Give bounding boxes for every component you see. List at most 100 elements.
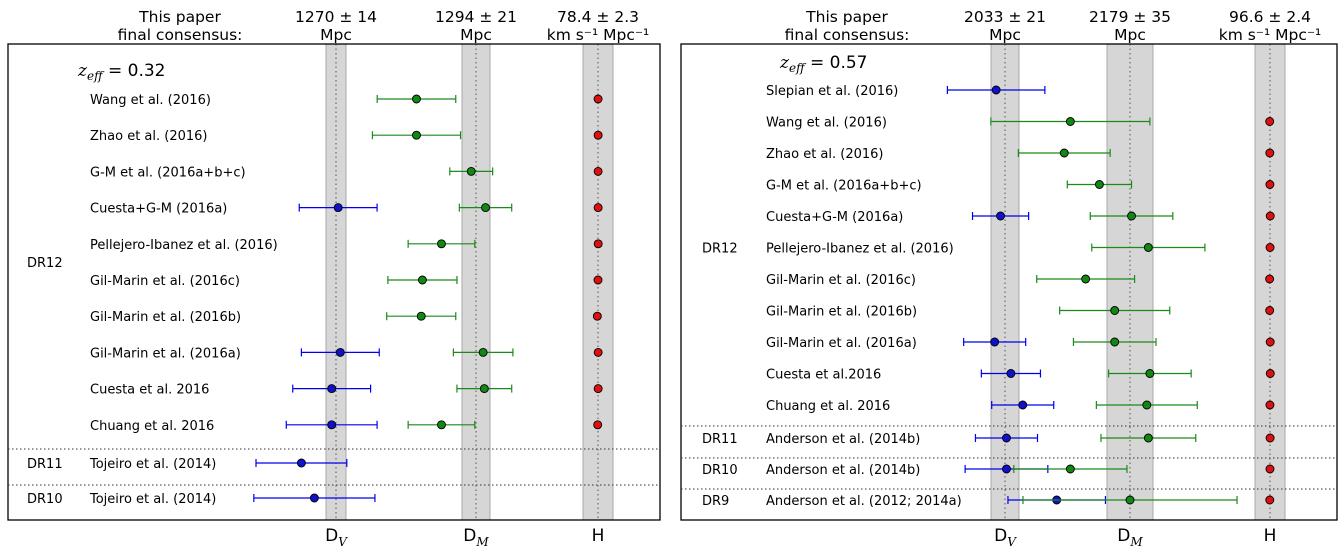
errorbar-dv (974, 433, 1039, 443)
errorbar-dv (255, 458, 348, 468)
data-point-h (593, 203, 603, 213)
errorbar-h (593, 203, 603, 213)
errorbar-dv (963, 337, 1027, 347)
errorbar-h (593, 420, 603, 430)
data-point-dv (1018, 400, 1028, 410)
consensus-band-dv (990, 43, 1020, 521)
errorbar-dv (991, 400, 1055, 410)
data-point-dm (1094, 180, 1104, 189)
data-point-dv (309, 493, 319, 503)
errorbar-dm (376, 94, 457, 104)
errorbar-dm (1091, 243, 1206, 252)
data-point-h (593, 130, 603, 140)
row-label: Tojeiro et al. (2014) (89, 492, 216, 507)
row-label: Tojeiro et al. (2014) (89, 457, 216, 472)
errorbar-dm (1072, 337, 1157, 347)
row-label: Wang et al. (2016) (90, 93, 211, 108)
errorbar-dv (285, 420, 378, 430)
errorbar-dm (371, 130, 462, 140)
data-point-h (593, 275, 603, 285)
row-label: Pellejero-Ibanez et al. (2016) (90, 238, 278, 253)
data-point-dm (417, 275, 427, 285)
data-point-h (593, 347, 603, 357)
errorbar-dm (407, 420, 476, 430)
data-point-h (1265, 337, 1275, 347)
header-dv-unit: Mpc (989, 26, 1021, 44)
data-point-dm (1065, 464, 1075, 474)
row-label: G-M et al. (2016a+b+c) (766, 179, 922, 194)
data-point-h (1265, 243, 1275, 252)
data-point-h (1265, 400, 1275, 410)
errorbar-h (593, 384, 603, 394)
errorbar-dm (1059, 306, 1171, 315)
row-label: Gil-Marin et al. (2016a) (90, 346, 241, 361)
errorbar-h (1265, 464, 1275, 474)
row-label: Anderson et al. (2012; 2014a) (766, 494, 962, 509)
errorbar-h (1265, 274, 1275, 284)
errorbar-h (593, 94, 603, 104)
row-label: Gil-Marin et al. (2016c) (90, 274, 240, 289)
xlabel-h: H (592, 526, 605, 546)
row-label: Gil-Marin et al. (2016c) (766, 273, 916, 288)
data-point-dm (1081, 274, 1091, 284)
data-point-dm (416, 311, 426, 321)
errorbar-h (593, 239, 603, 249)
data-point-dv (996, 211, 1006, 221)
panel-z057: DR12 DR11 DR10 DR9 Slepian et al. (2016) Wang… (680, 8, 1338, 546)
errorbar-dv (946, 85, 1046, 95)
errorbar-dm (452, 347, 514, 357)
data-point-dm (437, 239, 446, 249)
errorbar-h (1265, 148, 1275, 158)
row-label: Gil-Marin et al. (2016b) (766, 305, 917, 320)
data-point-h (593, 239, 603, 249)
xlabel-h: H (1264, 526, 1277, 546)
row-label: Zhao et al. (2016) (766, 147, 884, 162)
data-point-dv (296, 458, 306, 468)
row-label: Cuesta+G-M (2016a) (766, 210, 903, 225)
errorbar-dm (1036, 274, 1136, 284)
row-label: Zhao et al. (2016) (90, 129, 208, 144)
zeff-label: zeff = 0.32 (77, 61, 165, 83)
data-point-h (1265, 117, 1275, 126)
errorbar-h (1265, 243, 1275, 252)
data-point-dv (1002, 464, 1011, 474)
errorbar-dm (456, 384, 513, 394)
errorbar-dm (990, 117, 1151, 126)
data-point-dm (479, 384, 489, 394)
header-dv-unit: Mpc (320, 26, 352, 44)
data-point-h (1265, 464, 1275, 474)
errorbar-h (1265, 117, 1275, 126)
header-paper-line1: This paper (138, 8, 221, 26)
panel-z032: DR12 DR11 DR10 Wang et al. (2016) Zhao et al… (7, 8, 661, 546)
data-point-h (593, 94, 603, 104)
data-point-dm (1059, 148, 1069, 158)
data-point-h (1265, 274, 1275, 284)
header-paper-line1: This paper (805, 8, 888, 26)
errorbar-dm (1095, 400, 1198, 410)
row-label: Pellejero-Ibanez et al. (2016) (766, 242, 954, 257)
header-h-unit: km s⁻¹ Mpc⁻¹ (547, 26, 650, 44)
data-point-dv (327, 384, 337, 394)
errorbar-dm (1013, 464, 1128, 474)
data-point-dm (1110, 306, 1120, 315)
data-point-h (1265, 148, 1275, 158)
errorbar-dv (253, 493, 376, 503)
data-point-h (593, 166, 603, 176)
data-point-dv (991, 85, 1001, 95)
errorbar-h (1265, 369, 1275, 378)
plot-frame (7, 43, 661, 521)
row-label: Wang et al. (2016) (766, 116, 887, 131)
errorbar-dv (298, 203, 378, 213)
group-label-dr11: DR11 (702, 432, 738, 447)
data-point-h (593, 384, 603, 394)
data-point-dm (1127, 211, 1136, 221)
errorbar-dm (1066, 180, 1133, 189)
errorbar-h (1265, 306, 1275, 315)
data-point-dv (1006, 369, 1016, 378)
group-label-dr11: DR11 (27, 457, 63, 472)
data-point-dm (1065, 117, 1075, 126)
errorbar-h (593, 347, 603, 357)
row-label: Gil-Marin et al. (2016a) (766, 336, 917, 351)
row-label: Cuesta et al.2016 (766, 368, 881, 383)
consensus-band-dm (1106, 43, 1154, 521)
